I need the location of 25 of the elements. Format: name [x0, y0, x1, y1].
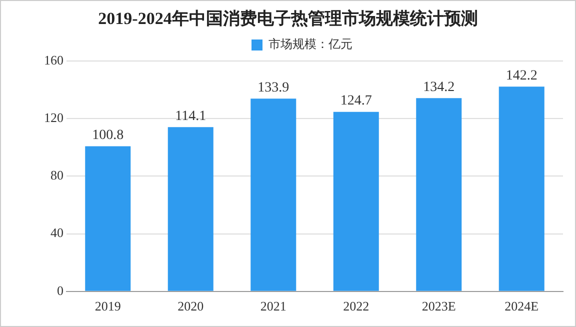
bar — [85, 146, 131, 291]
data-label: 134.2 — [423, 80, 455, 95]
x-tick-label: 2022 — [343, 298, 370, 314]
x-tick-label: 2024E — [504, 298, 539, 314]
data-label: 133.9 — [258, 80, 290, 96]
bar — [333, 112, 379, 291]
bar — [168, 127, 214, 291]
bar — [416, 98, 462, 291]
data-label: 124.7 — [340, 94, 372, 109]
bar — [498, 86, 544, 291]
bar — [250, 98, 296, 291]
data-label: 142.2 — [506, 68, 538, 84]
x-tick-label: 2019 — [94, 298, 121, 314]
y-tick-label: 0 — [57, 282, 64, 298]
y-tick-label: 160 — [44, 52, 64, 68]
x-tick-label: 2023E — [422, 298, 456, 314]
x-tick-label: 2020 — [178, 298, 204, 314]
y-tick-label: 80 — [50, 168, 64, 183]
y-tick-label: 120 — [44, 110, 64, 126]
data-label: 100.8 — [92, 128, 124, 143]
data-label: 114.1 — [175, 108, 206, 124]
legend-label: 市场规模：亿元 — [268, 37, 352, 52]
y-tick-label: 40 — [50, 225, 64, 240]
chart-title: 2019-2024年中国消费电子热管理市场规模统计预测 — [97, 8, 479, 30]
x-tick-label: 2021 — [260, 298, 286, 314]
